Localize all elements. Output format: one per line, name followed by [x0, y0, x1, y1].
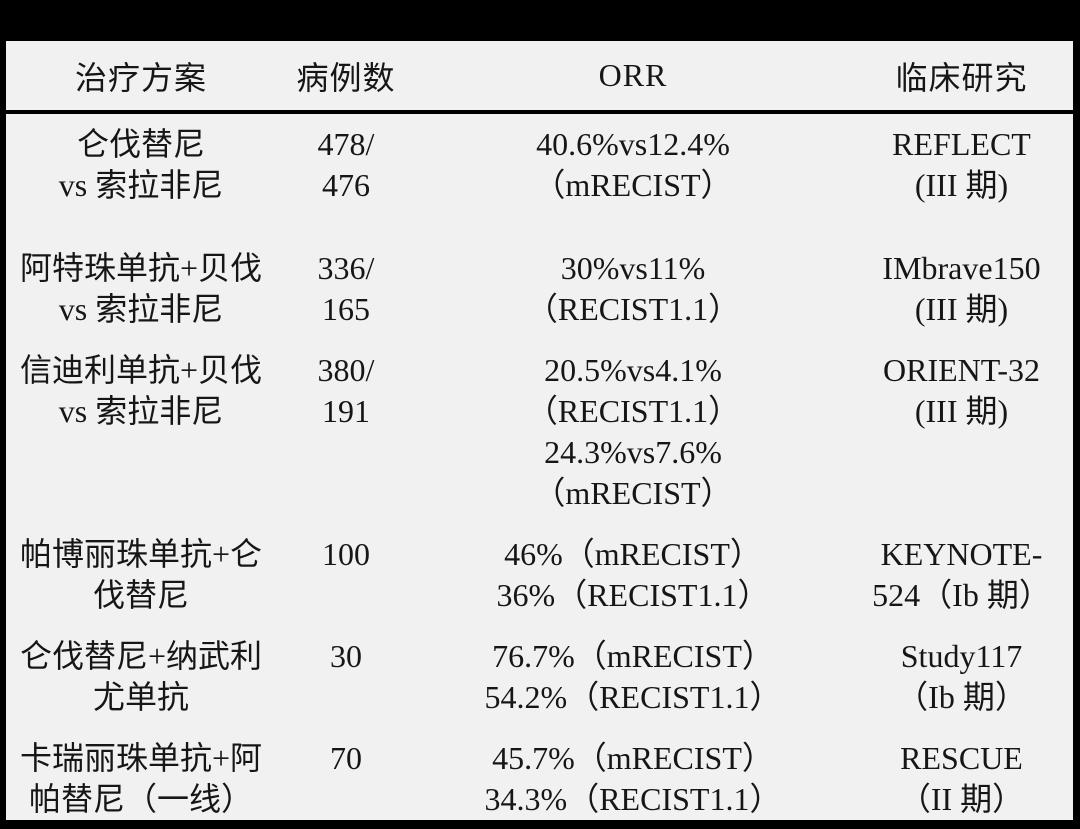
- cell-line: 30: [330, 638, 362, 674]
- cell-line: （RECIST1.1）: [525, 291, 741, 327]
- table-row: 卡瑞丽珠单抗+阿 帕替尼（一线） 70 45.7%（mRECIST） 34.3%（R…: [6, 728, 1073, 820]
- cell-line: Study117: [900, 638, 1023, 674]
- column-header-study: 临床研究: [895, 59, 1028, 96]
- cell-treatment: 信迪利单抗+贝伐 vs 索拉非尼: [6, 350, 276, 514]
- cell-study: REFLECT (III 期): [850, 124, 1073, 206]
- cell-line: 165: [322, 291, 370, 327]
- table-row: 仑伐替尼+纳武利 尤单抗 30 76.7%（mRECIST） 54.2%（RECIS…: [6, 626, 1073, 728]
- cell-line: 191: [322, 393, 370, 429]
- cell-line: KEYNOTE-: [880, 536, 1043, 572]
- cell-line: 36%（RECIST1.1）: [496, 577, 770, 613]
- cell-line: ORIENT-32: [882, 352, 1041, 388]
- cell-line: 46%（mRECIST）: [504, 536, 762, 572]
- cell-cases: 336/165: [276, 248, 416, 330]
- cell-cases: 70: [276, 738, 416, 820]
- cell-line: 45.7%（mRECIST）: [492, 740, 774, 776]
- cell-line: vs 索拉非尼: [58, 291, 224, 327]
- table-header-row: 治疗方案 病例数 ORR 临床研究: [6, 41, 1073, 114]
- cell-line: 20.5%vs4.1%: [544, 352, 722, 388]
- cell-line: 卡瑞丽珠单抗+阿: [19, 740, 263, 776]
- cell-treatment: 仑伐替尼+纳武利 尤单抗: [6, 636, 276, 718]
- cell-line: 信迪利单抗+贝伐: [19, 352, 263, 388]
- column-header-cases: 病例数: [296, 59, 396, 96]
- cell-treatment: 卡瑞丽珠单抗+阿 帕替尼（一线）: [6, 738, 276, 820]
- cell-line: （mRECIST）: [533, 475, 733, 511]
- table-row: 阿特珠单抗+贝伐 vs 索拉非尼 336/165 30%vs11% （RECIST1…: [6, 238, 1073, 340]
- column-header-treatment: 治疗方案: [74, 59, 207, 96]
- cell-cases: 380/191: [276, 350, 416, 514]
- cell-line: 34.3%（RECIST1.1）: [484, 781, 782, 817]
- cell-line: 478/: [317, 126, 375, 162]
- cell-line: 尤单抗: [92, 679, 189, 715]
- table-row: 信迪利单抗+贝伐 vs 索拉非尼 380/191 20.5%vs4.1% （RECI…: [6, 340, 1073, 524]
- cell-line: 帕博丽珠单抗+仑: [19, 536, 263, 572]
- table-body: 仑伐替尼 vs 索拉非尼 478/476 40.6%vs12.4% （mRECIST…: [6, 114, 1073, 820]
- cell-line: (III 期): [914, 167, 1009, 203]
- cell-line: 70: [330, 740, 362, 776]
- cell-line: 524（Ib 期）: [872, 577, 1051, 613]
- cell-line: 100: [322, 536, 370, 572]
- cell-line: 40.6%vs12.4%: [536, 126, 730, 162]
- cell-orr: 45.7%（mRECIST） 34.3%（RECIST1.1）: [416, 738, 850, 820]
- cell-line: 76.7%（mRECIST）: [492, 638, 774, 674]
- cell-study: IMbrave150 (III 期): [850, 248, 1073, 330]
- table-row: 帕博丽珠单抗+仑 伐替尼 100 46%（mRECIST） 36%（RECIST1.…: [6, 524, 1073, 626]
- cell-orr: 20.5%vs4.1% （RECIST1.1） 24.3%vs7.6% （mRECIS…: [416, 350, 850, 514]
- cell-treatment: 阿特珠单抗+贝伐 vs 索拉非尼: [6, 248, 276, 330]
- cell-line: 54.2%（RECIST1.1）: [484, 679, 782, 715]
- clinical-trials-table: 治疗方案 病例数 ORR 临床研究 仑伐替尼 vs 索拉非尼 478/476 40…: [6, 41, 1073, 820]
- cell-line: 仑伐替尼+纳武利: [19, 638, 263, 674]
- cell-line: vs 索拉非尼: [58, 167, 224, 203]
- cell-treatment: 仑伐替尼 vs 索拉非尼: [6, 124, 276, 206]
- cell-study: KEYNOTE- 524（Ib 期）: [850, 534, 1073, 616]
- cell-line: （RECIST1.1）: [525, 393, 741, 429]
- cell-orr: 40.6%vs12.4% （mRECIST）: [416, 124, 850, 206]
- cell-cases: 30: [276, 636, 416, 718]
- cell-study: RESCUE （II 期）: [850, 738, 1073, 820]
- cell-line: (III 期): [914, 393, 1009, 429]
- cell-line: 伐替尼: [92, 577, 189, 613]
- cell-study: Study117 （Ib 期）: [850, 636, 1073, 718]
- cell-line: RESCUE: [900, 740, 1023, 776]
- cell-line: （Ib 期）: [896, 679, 1027, 715]
- cell-line: IMbrave150: [882, 250, 1041, 286]
- cell-cases: 478/476: [276, 124, 416, 206]
- cell-line: 380/: [317, 352, 375, 388]
- cell-line: 24.3%vs7.6%: [544, 434, 722, 470]
- cell-line: 帕替尼（一线）: [28, 781, 253, 817]
- column-header-orr: ORR: [598, 57, 668, 93]
- cell-line: 阿特珠单抗+贝伐: [19, 250, 263, 286]
- cell-study: ORIENT-32 (III 期): [850, 350, 1073, 514]
- cell-orr: 30%vs11% （RECIST1.1）: [416, 248, 850, 330]
- cell-line: 仑伐替尼: [76, 126, 205, 162]
- cell-line: 30%vs11%: [560, 250, 706, 286]
- cell-line: REFLECT: [892, 126, 1031, 162]
- table-row: 仑伐替尼 vs 索拉非尼 478/476 40.6%vs12.4% （mRECIST…: [6, 114, 1073, 238]
- cell-line: 336/: [317, 250, 375, 286]
- cell-line: （mRECIST）: [533, 167, 733, 203]
- cell-cases: 100: [276, 534, 416, 616]
- cell-treatment: 帕博丽珠单抗+仑 伐替尼: [6, 534, 276, 616]
- cell-line: （II 期）: [898, 781, 1025, 817]
- cell-line: 476: [322, 167, 370, 203]
- cell-orr: 76.7%（mRECIST） 54.2%（RECIST1.1）: [416, 636, 850, 718]
- cell-line: vs 索拉非尼: [58, 393, 224, 429]
- cell-orr: 46%（mRECIST） 36%（RECIST1.1）: [416, 534, 850, 616]
- cell-line: (III 期): [914, 291, 1009, 327]
